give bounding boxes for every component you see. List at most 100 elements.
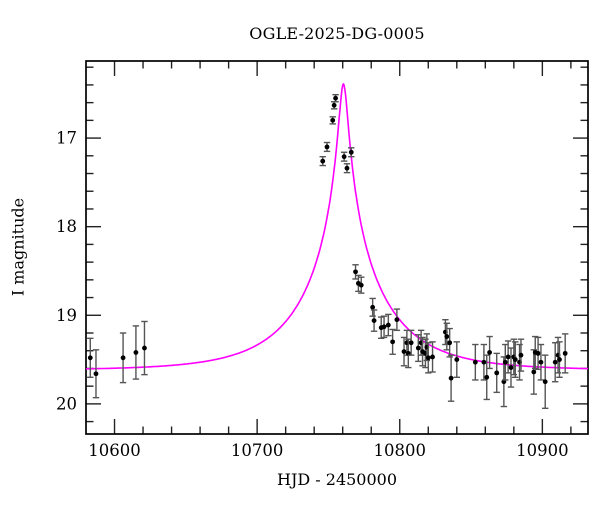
data-point xyxy=(92,349,100,399)
data-point xyxy=(486,335,493,370)
y-tick-labels: 17 18 19 20 xyxy=(56,129,77,414)
data-point xyxy=(556,341,563,378)
data-point xyxy=(323,141,331,153)
data-point xyxy=(348,147,355,158)
data-point xyxy=(119,332,127,384)
data-point xyxy=(443,322,451,351)
data-point xyxy=(87,337,94,378)
data-point-marker xyxy=(447,340,453,346)
data-point xyxy=(340,151,348,162)
data-point-marker xyxy=(494,370,500,376)
data-point xyxy=(370,309,378,332)
data-point xyxy=(504,340,512,374)
x-tick-label: 10800 xyxy=(374,441,427,460)
data-point-marker xyxy=(358,282,364,288)
data-point-marker xyxy=(487,350,492,355)
data-point xyxy=(507,347,515,388)
data-point-marker xyxy=(142,345,147,351)
data-point-marker xyxy=(324,144,330,150)
data-point xyxy=(472,343,479,381)
data-point-marker xyxy=(505,354,511,360)
data-point xyxy=(332,93,339,103)
data-point-marker xyxy=(331,102,337,108)
data-point-marker xyxy=(557,357,562,362)
data-point xyxy=(358,276,365,294)
data-point xyxy=(419,336,426,367)
data-point xyxy=(542,354,549,410)
x-tick-labels: 10600 10700 10800 10900 xyxy=(88,441,568,460)
data-point-marker xyxy=(448,375,454,381)
data-point xyxy=(329,116,336,125)
data-point-marker xyxy=(330,117,336,123)
data-point xyxy=(480,343,488,381)
data-point xyxy=(380,315,388,339)
y-axis-label: I magnitude xyxy=(8,197,28,297)
data-point-marker xyxy=(484,374,490,380)
data-point xyxy=(561,333,569,374)
data-point xyxy=(502,343,509,381)
data-point xyxy=(483,354,490,401)
data-point-marker xyxy=(538,359,544,365)
data-point xyxy=(369,297,376,317)
data-point-marker xyxy=(408,340,414,346)
data-point-marker xyxy=(133,350,139,355)
data-points xyxy=(87,93,569,410)
data-point xyxy=(517,338,525,372)
data-point-marker xyxy=(371,318,377,323)
data-point-marker xyxy=(508,365,514,370)
data-point xyxy=(530,349,538,395)
data-point xyxy=(534,336,542,371)
x-tick-label: 10700 xyxy=(231,441,284,460)
data-point-marker xyxy=(425,355,431,361)
x-tick-label: 10900 xyxy=(516,441,569,460)
y-tick-label: 20 xyxy=(56,394,77,413)
data-point xyxy=(393,308,401,332)
data-point-marker xyxy=(542,379,548,385)
y-tick-label: 17 xyxy=(56,129,77,148)
data-point-marker xyxy=(353,269,358,275)
data-point-marker xyxy=(385,322,391,328)
data-point-marker xyxy=(472,359,478,365)
data-point-marker xyxy=(348,149,354,155)
y-tick-label: 18 xyxy=(56,217,77,236)
data-point xyxy=(132,325,140,380)
data-point-marker xyxy=(481,359,487,365)
model-curve xyxy=(85,83,589,370)
data-point xyxy=(141,320,148,376)
x-tick-label: 10600 xyxy=(88,441,141,460)
data-point xyxy=(537,343,545,381)
data-point xyxy=(407,329,415,356)
data-point-marker xyxy=(341,154,347,160)
data-point xyxy=(516,343,523,381)
data-point-marker xyxy=(518,352,524,358)
data-point xyxy=(493,352,500,394)
data-point xyxy=(453,341,460,378)
x-axis-label: HJD - 2450000 xyxy=(276,470,398,489)
data-point-marker xyxy=(562,350,568,356)
data-point xyxy=(343,163,351,174)
data-point-marker xyxy=(430,354,435,360)
data-point-marker xyxy=(552,359,558,365)
data-point xyxy=(512,341,519,378)
data-point-marker xyxy=(401,349,407,355)
data-point-marker xyxy=(344,165,350,171)
data-point xyxy=(429,341,436,373)
data-point-marker xyxy=(381,324,387,330)
data-point-marker xyxy=(93,371,99,377)
chart-title: OGLE-2025-DG-0005 xyxy=(249,24,425,43)
axis-ticks xyxy=(86,61,588,434)
data-point xyxy=(400,336,408,367)
data-point-marker xyxy=(535,350,541,356)
data-point-marker xyxy=(394,317,400,323)
data-point-marker xyxy=(320,158,326,164)
data-point xyxy=(446,327,453,358)
data-point xyxy=(389,328,396,355)
data-point xyxy=(551,342,559,383)
data-point-marker xyxy=(333,95,338,101)
data-point xyxy=(415,334,422,363)
data-point-marker xyxy=(454,357,460,362)
data-point xyxy=(425,342,432,374)
data-point-marker xyxy=(87,355,93,361)
